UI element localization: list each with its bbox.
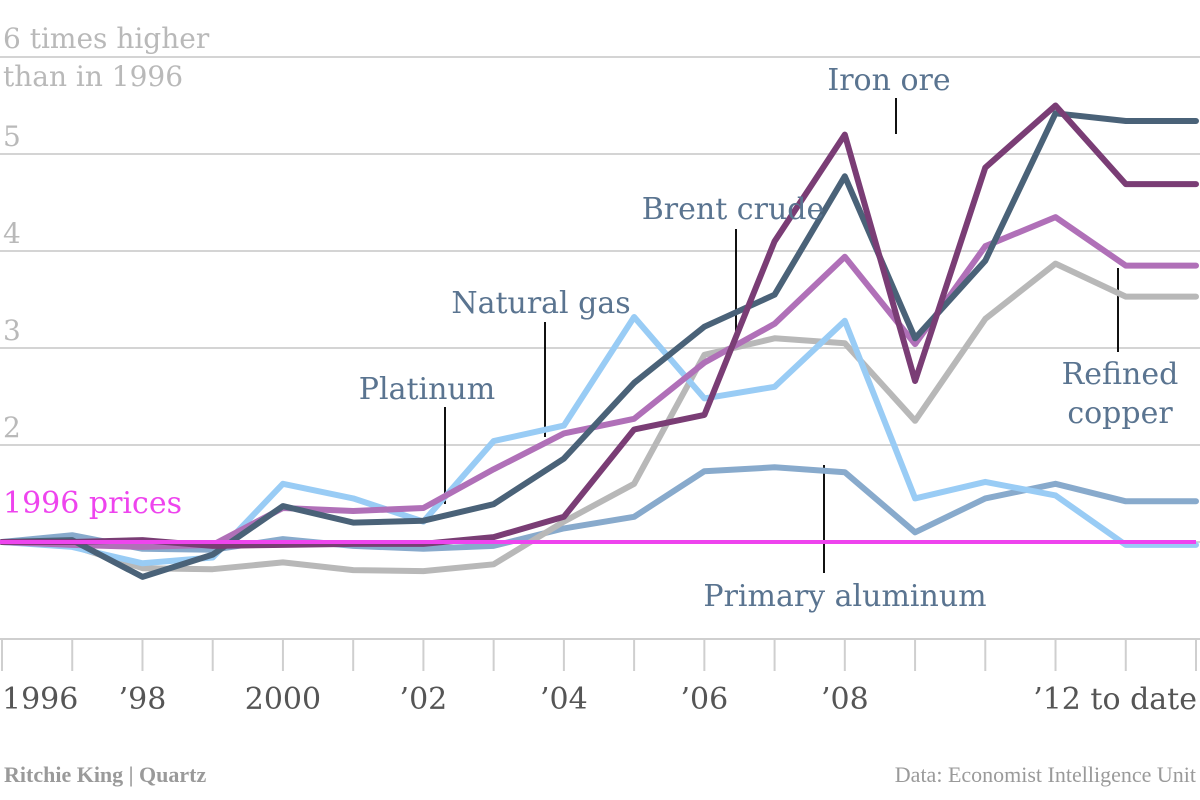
series-line-iron-ore [0, 102, 1199, 549]
source-text: Data: Economist Intelligence Unit [894, 762, 1196, 787]
x-tick-label-’08: ’08 [821, 682, 869, 717]
credit-text: Ritchie King | Quartz [4, 762, 207, 787]
x-tick-label-’04: ’04 [540, 682, 588, 717]
y-tick-label-2: 2 [3, 411, 21, 444]
annotation-platinum: Platinum [359, 372, 495, 407]
y-tick-label-4: 4 [3, 217, 21, 250]
x-tick-label-’98: ’98 [119, 682, 167, 717]
series-lines [0, 102, 1199, 580]
annotation-copper: copper [1067, 396, 1173, 431]
annotation-labels: 1996 prices Iron ore Brent crude Natural ga… [3, 63, 1178, 614]
y-top-label-line2: than in 1996 [3, 60, 183, 93]
y-tick-label-5: 5 [3, 120, 21, 153]
annotation-iron-ore: Iron ore [827, 63, 950, 98]
x-tick-label-’02: ’02 [400, 682, 448, 717]
annotation-natural-gas: Natural gas [451, 286, 630, 321]
baseline-label: 1996 prices [3, 486, 182, 521]
y-tick-label-3: 3 [3, 314, 21, 347]
y-axis-labels: 2 3 4 5 6 times higher than in 1996 [3, 22, 210, 444]
y-top-label-line1: 6 times higher [3, 22, 210, 55]
series-line-primary-aluminum [0, 464, 1199, 553]
annotation-brent-crude: Brent crude [642, 192, 824, 227]
series-line-brent-crude [0, 110, 1199, 580]
x-tick-label-1996: 1996 [2, 682, 78, 717]
series-line-natural-gas [0, 314, 1199, 567]
annotation-leaders [444, 98, 1119, 573]
annotation-primary-aluminum: Primary aluminum [703, 579, 986, 614]
x-tick-label-2000: 2000 [245, 682, 321, 717]
x-tick-label-’06: ’06 [680, 682, 728, 717]
x-tick-label-’12 to date: ’12 to date [1033, 682, 1197, 717]
commodity-price-chart: 1996 ’98 2000 ’02 ’04 ’06 ’08 ’12 to date 2 3 4 5 6… [0, 22, 1200, 717]
annotation-refined: Refined [1062, 357, 1179, 392]
x-axis: 1996 ’98 2000 ’02 ’04 ’06 ’08 ’12 to date [0, 638, 1200, 717]
series-line-refined-copper [0, 260, 1199, 575]
